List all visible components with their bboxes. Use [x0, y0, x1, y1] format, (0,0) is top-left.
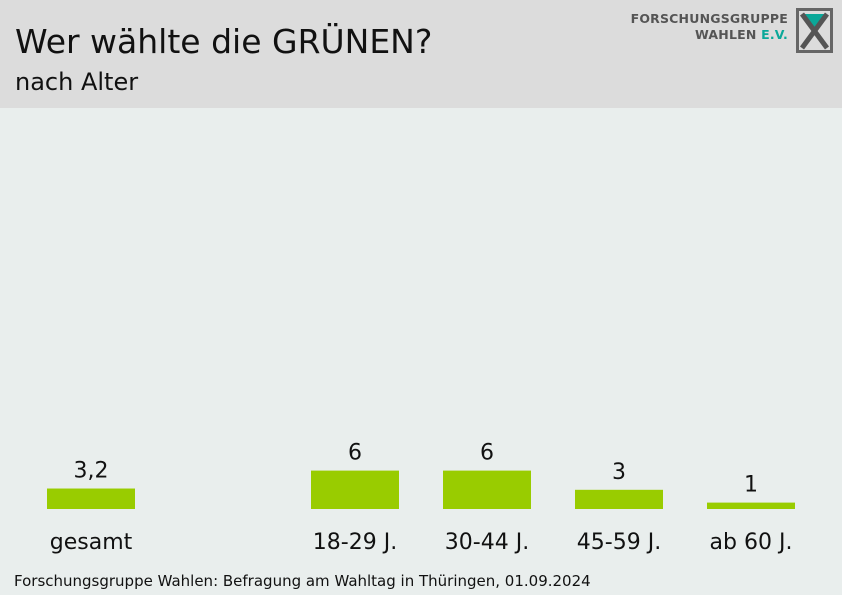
- page-title: Wer wählte die GRÜNEN?: [15, 22, 433, 61]
- header-band: Wer wählte die GRÜNEN? nach Alter FORSCH…: [0, 0, 842, 108]
- logo-wordmark: FORSCHUNGSGRUPPE WAHLEN E.V.: [631, 11, 788, 43]
- category-label-2: 30-44 J.: [445, 530, 529, 555]
- category-label-4: ab 60 J.: [710, 530, 793, 555]
- bar-1: [311, 470, 399, 509]
- bar-chart: 3,2 gesamt 6 18-29 J. 6 30-44 J. 3 45-59 J. 1 ab …: [47, 441, 795, 555]
- bar-3: [575, 489, 663, 509]
- logo-line1: FORSCHUNGSGRUPPE: [630, 11, 788, 26]
- value-label-0: 3,2: [74, 459, 109, 484]
- bar-2: [443, 470, 531, 509]
- category-label-0: gesamt: [50, 530, 133, 555]
- bar-4: [707, 502, 795, 509]
- category-label-3: 45-59 J.: [577, 530, 661, 555]
- category-label-1: 18-29 J.: [313, 530, 397, 555]
- value-label-4: 1: [744, 473, 758, 498]
- value-label-2: 6: [480, 441, 494, 466]
- value-label-1: 6: [348, 441, 362, 466]
- logo-line2: WAHLEN: [695, 27, 757, 42]
- forschungsgruppe-wahlen-logo-icon: [796, 8, 833, 53]
- page-subtitle: nach Alter: [15, 68, 139, 96]
- logo-suffix: E.V.: [761, 27, 788, 42]
- value-label-3: 3: [612, 460, 626, 485]
- source-note: Forschungsgruppe Wahlen: Befragung am Wa…: [14, 572, 591, 590]
- bar-0: [47, 488, 135, 509]
